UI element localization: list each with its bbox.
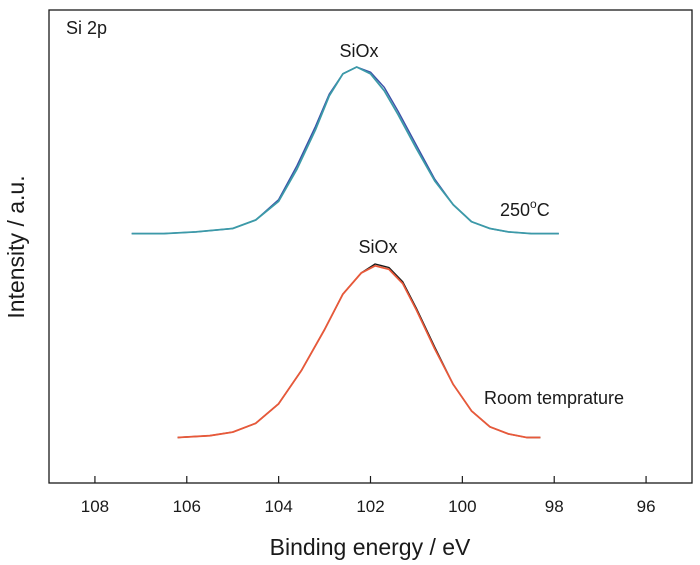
x-tick-label-1: 106 [173,497,201,516]
curve-label-upper-value: 250 [500,200,530,220]
x-tick-label-4: 100 [448,497,476,516]
x-tick-label-2: 104 [264,497,292,516]
x-tick-label-0: 108 [81,497,109,516]
x-tick-label-6: 96 [637,497,656,516]
panel-label: Si 2p [66,18,107,38]
x-tick-labels: 108 106 104 102 100 98 96 [81,497,656,516]
x-tick-label-5: 98 [545,497,564,516]
series-lower-fit [177,264,541,439]
series-lower-measured [177,263,541,439]
curve-label-upper-unit: C [537,200,550,220]
y-axis-title: Intensity / a.u. [3,175,29,318]
series-layer [131,66,559,439]
x-axis-title: Binding energy / eV [270,534,471,560]
series-upper-measured [131,66,559,235]
annotation-lower-peak: SiOx [358,237,397,257]
x-tick-label-3: 102 [356,497,384,516]
curve-label-upper: 250oC [500,197,550,220]
annotation-upper-peak: SiOx [339,41,378,61]
x-ticks [94,476,647,483]
series-upper-fit [131,66,559,235]
curve-label-upper-degree: o [530,197,537,211]
curve-label-lower: Room temprature [484,388,624,408]
